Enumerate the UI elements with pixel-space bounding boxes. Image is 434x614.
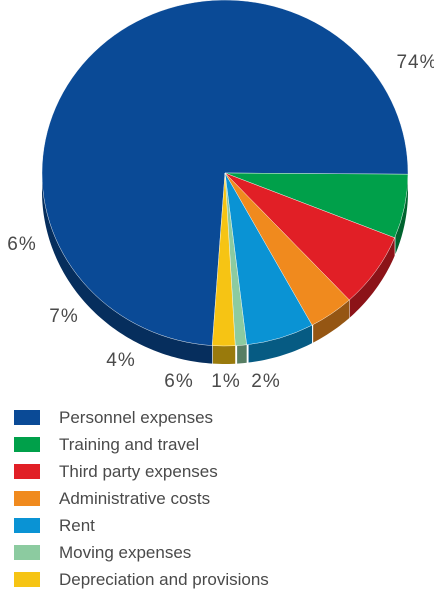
- legend-item-third-party-expenses: Third party expenses: [14, 458, 414, 485]
- pie-slice-side-depreciation-and-provisions: [212, 345, 236, 364]
- legend-item-administrative-costs: Administrative costs: [14, 485, 414, 512]
- pie-top-layer: [41, 0, 409, 347]
- data-label-depreciation-and-provisions: 2%: [251, 371, 280, 392]
- pie-slice-side-training-and-travel: [395, 174, 408, 255]
- pie-slice-side-rent: [248, 325, 313, 363]
- legend-item-moving-expenses: Moving expenses: [14, 539, 414, 566]
- legend-swatch: [14, 410, 40, 425]
- pie-slice-side-personnel-expenses: [42, 173, 213, 364]
- data-label-moving-expenses: 1%: [211, 371, 240, 392]
- legend-swatch: [14, 491, 40, 506]
- legend-item-personnel-expenses: Personnel expenses: [14, 404, 414, 431]
- pie-label-layer: 74% 6% 7% 4% 6% 1% 2%: [7, 52, 434, 392]
- pie-slice-side-third-party-expenses: [349, 237, 395, 318]
- legend-label: Moving expenses: [59, 542, 192, 562]
- pie-depth-layer: [42, 173, 408, 364]
- legend-label: Training and travel: [59, 434, 200, 454]
- legend-swatch: [14, 437, 40, 452]
- pie-slice-personnel-expenses: [41, 0, 409, 346]
- legend-swatch: [14, 545, 40, 560]
- legend-item-rent: Rent: [14, 512, 414, 539]
- pie-slice-depreciation-and-provisions: [212, 172, 236, 347]
- pie-slice-side-administrative-costs: [313, 299, 350, 343]
- data-label-third-party-expenses: 7%: [49, 306, 78, 327]
- legend-swatch: [14, 464, 40, 479]
- legend-item-training-and-travel: Training and travel: [14, 431, 414, 458]
- legend-label: Personnel expenses: [59, 407, 214, 427]
- legend-item-depreciation-and-provisions: Depreciation and provisions: [14, 566, 414, 593]
- legend-swatch: [14, 572, 40, 587]
- data-label-personnel-expenses: 74%: [396, 52, 434, 73]
- legend-swatch: [14, 518, 40, 533]
- data-label-administrative-costs: 4%: [106, 350, 135, 371]
- legend-label: Rent: [59, 515, 95, 535]
- pie-slice-side-moving-expenses: [237, 344, 247, 364]
- legend-label: Administrative costs: [59, 488, 211, 508]
- legend-label: Depreciation and provisions: [59, 569, 269, 589]
- legend-label: Third party expenses: [59, 461, 218, 481]
- pie-chart-canvas: 74% 6% 7% 4% 6% 1% 2%: [7, 0, 434, 392]
- legend: Personnel expenses Training and travel Thi…: [14, 404, 414, 593]
- data-label-rent: 6%: [164, 371, 193, 392]
- data-label-training-and-travel: 6%: [7, 234, 36, 255]
